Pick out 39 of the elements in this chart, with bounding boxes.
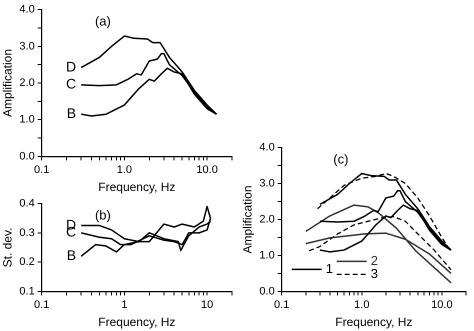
y-tick-label: 0.0 [19,150,35,162]
x-tick-label: 1.0 [116,164,132,176]
annotation: (c) [333,152,348,167]
y-tick-label: 0.1 [19,285,35,298]
y-tick-label: 3.0 [259,178,275,190]
x-tick-label: 1 [121,299,128,312]
y-tick-label: 4.0 [19,4,35,16]
x-tick-label: 0.1 [274,299,290,312]
x-axis-title: Frequency, Hz [98,180,176,194]
legend-label: 1 [326,260,333,276]
y-tick-label: 1.0 [259,249,275,262]
y-tick-label: 4.0 [259,142,275,154]
legend-label: 3 [370,266,378,281]
y-tick-label: 0.2 [19,256,35,268]
series-label: B [66,247,76,264]
y-tick-label: 2.0 [19,77,35,90]
x-tick-label: 10 [200,299,214,312]
legend-label: 2 [370,252,378,268]
annotation: (a) [94,14,111,29]
series-label: D [66,58,76,74]
y-axis-title: St. dev. [0,228,15,268]
series-label: B [66,105,76,122]
y-tick-label: 3.0 [19,40,35,52]
x-axis-title: Frequency, Hz [335,315,412,330]
y-tick-label: 0.3 [19,226,35,239]
series-label: C [66,76,76,92]
x-tick-label: 0.1 [34,299,50,312]
y-tick-label: 0.4 [19,198,35,210]
x-axis-title: Frequency, Hz [98,315,176,330]
x-tick-label: 10.0 [431,299,453,312]
x-tick-label: 1.0 [354,299,370,312]
x-tick-label: 10.0 [196,164,218,176]
y-tick-label: 1.0 [19,114,35,126]
y-axis-title: Amplification [0,48,15,118]
y-axis-title: Amplification [240,185,255,254]
y-tick-label: 2.0 [259,214,275,226]
annotation: (b) [94,208,111,223]
y-tick-label: 0.0 [259,285,275,298]
x-tick-label: 0.1 [34,164,50,176]
